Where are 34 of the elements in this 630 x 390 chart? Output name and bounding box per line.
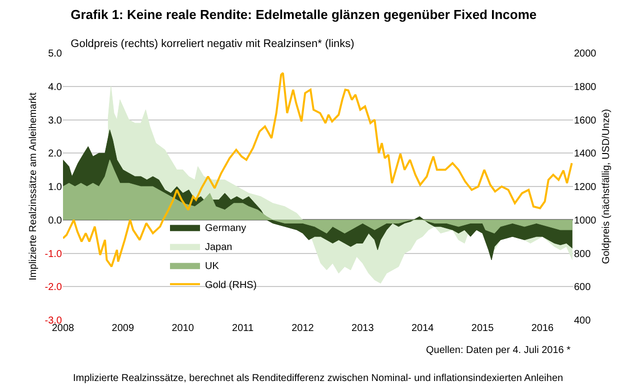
y2-tick-label: 400	[574, 316, 592, 326]
x-tick-label: 2015	[471, 323, 494, 334]
y-tick-label: 2.0	[48, 148, 62, 160]
y-tick-label: 0.0	[48, 215, 62, 226]
y-tick-label: -2.0	[44, 282, 62, 294]
text: Implizierte Realzinssätze, berechnet als Renditedifferenz zwischen Nominal- und inflationsindexierten Anleihen	[73, 373, 564, 384]
y2-tick-label: 1800	[574, 82, 597, 93]
x-tick-label: 2009	[112, 323, 134, 334]
y2-tick-label: 600	[574, 282, 592, 294]
y2-tick-label: 2000	[574, 48, 597, 60]
x-tick-label: 2008	[52, 323, 75, 334]
legend-label: UK	[205, 261, 220, 272]
source-note: Quellen: Daten per 4. Juli 2016 *	[426, 345, 571, 356]
y2-tick-label: 1000	[574, 215, 597, 226]
y2-tick-label: 800	[574, 248, 592, 260]
y-tick-label: 3.0	[48, 115, 62, 126]
x-tick-label: 2011	[232, 323, 254, 334]
y2-tick-label: 1400	[574, 148, 597, 160]
y2-tick-label: 1600	[574, 115, 597, 126]
legend-label: Gold (RHS)	[205, 280, 257, 292]
x-tick-label: 2012	[292, 323, 314, 334]
y2-tick-label: 1200	[574, 182, 597, 193]
y-tick-label: 1.0	[48, 182, 62, 193]
y-tick-label: 5.0	[48, 48, 62, 60]
y-axis-title: Implizierte Realzinssätze am Anleihemarkt	[28, 92, 39, 280]
y-tick-label: 4.0	[48, 82, 62, 93]
x-tick-label: 2014	[411, 323, 434, 334]
y-tick-label: -1.0	[44, 248, 62, 260]
chart-subtitle: Goldpreis (rechts) korreliert negativ mit Realzinsen* (links)	[70, 38, 354, 50]
y2-axis-title: Goldpreis (nächstfällig, USD/Unze)	[601, 108, 612, 264]
x-tick-label: 2016	[531, 323, 554, 334]
chart-title: Grafik 1: Keine reale Rendite: Edelmetalle glänzen gegenüber Fixed Income	[70, 6, 537, 22]
x-tick-label: 2010	[172, 323, 194, 334]
x-tick-label: 2013	[352, 323, 374, 334]
